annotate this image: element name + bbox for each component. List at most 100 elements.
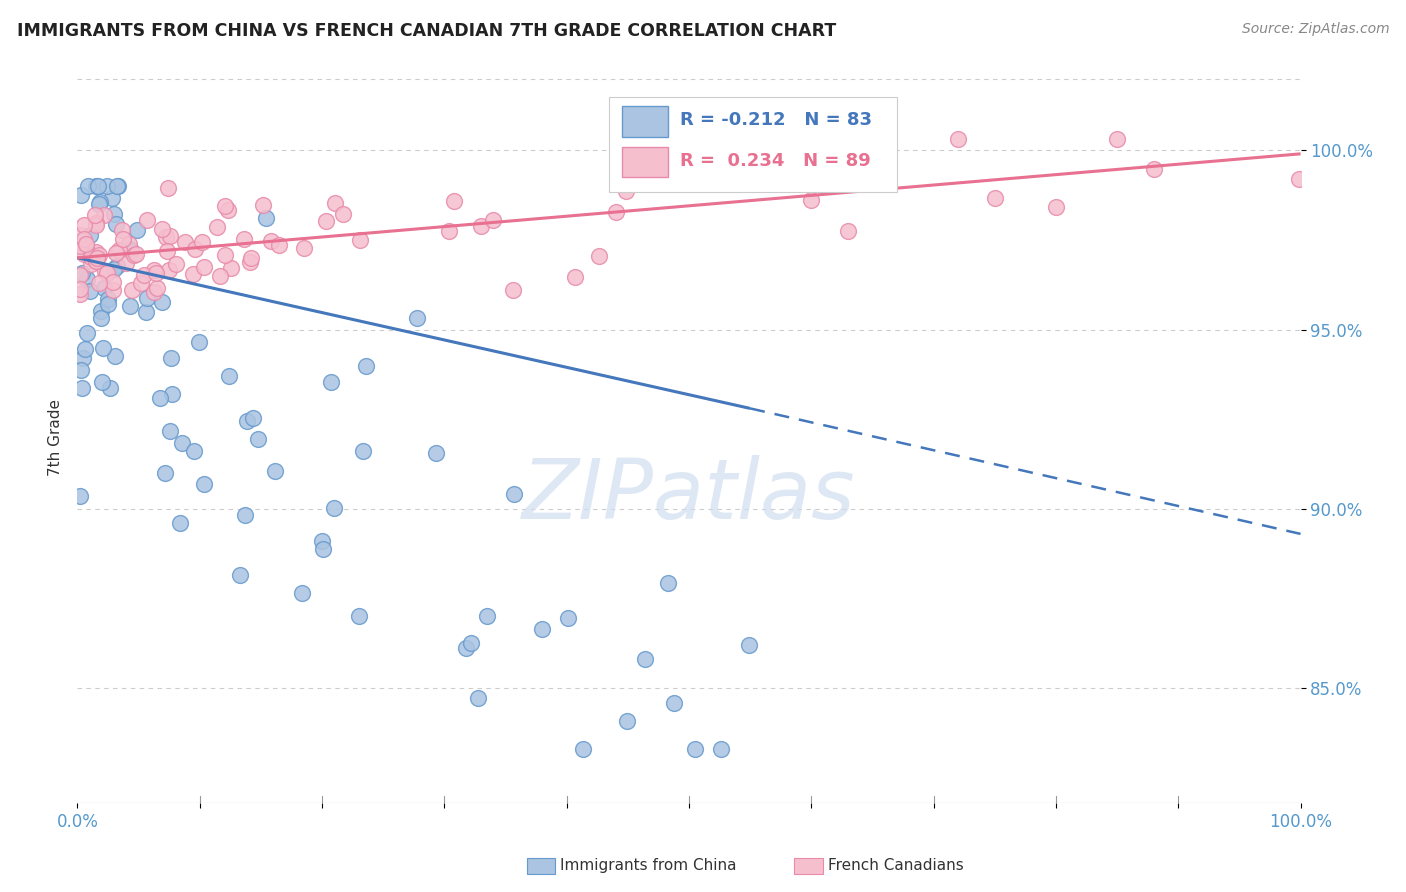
Text: French Canadians: French Canadians xyxy=(828,858,965,872)
Point xyxy=(105,179,128,194)
Point xyxy=(191,235,214,249)
Point xyxy=(135,305,157,319)
Point xyxy=(254,211,277,226)
Point xyxy=(169,516,191,530)
Point xyxy=(86,251,108,265)
Point xyxy=(84,254,107,268)
Point xyxy=(80,257,103,271)
Point xyxy=(80,250,103,264)
Point xyxy=(614,184,637,198)
Point xyxy=(531,622,554,636)
Point xyxy=(107,243,129,257)
Point xyxy=(662,697,685,711)
Point xyxy=(132,268,155,282)
Point xyxy=(181,267,204,281)
Point xyxy=(291,586,314,600)
Point xyxy=(72,351,94,365)
Point xyxy=(84,218,107,232)
Point xyxy=(86,253,108,268)
Point xyxy=(232,232,254,246)
Point xyxy=(84,216,107,230)
Point xyxy=(89,194,111,209)
Point xyxy=(70,381,93,395)
Text: R = -0.212   N = 83: R = -0.212 N = 83 xyxy=(681,112,872,129)
Point xyxy=(170,435,193,450)
Point xyxy=(242,410,264,425)
Point xyxy=(84,208,107,222)
Point xyxy=(107,179,129,194)
Point xyxy=(1143,161,1166,176)
Point xyxy=(150,294,173,309)
Point xyxy=(135,212,157,227)
Point xyxy=(125,223,148,237)
Point xyxy=(149,391,172,405)
Point xyxy=(160,386,183,401)
Point xyxy=(467,691,489,706)
Point xyxy=(105,246,128,260)
Point xyxy=(155,466,177,480)
Point xyxy=(564,269,586,284)
Point xyxy=(96,179,118,194)
Point xyxy=(111,232,134,246)
Point xyxy=(98,381,121,395)
Point xyxy=(97,293,120,307)
Text: Immigrants from China: Immigrants from China xyxy=(560,858,737,872)
Point xyxy=(160,351,183,365)
Point xyxy=(219,260,242,275)
Point xyxy=(214,248,236,262)
Point xyxy=(69,268,91,282)
Point xyxy=(145,266,167,280)
Point xyxy=(633,652,655,666)
Point xyxy=(557,611,579,625)
Point xyxy=(75,239,97,253)
Point xyxy=(91,341,114,355)
Point xyxy=(91,375,114,389)
Point xyxy=(292,241,315,255)
Point xyxy=(229,567,252,582)
Point xyxy=(354,359,377,374)
Point xyxy=(470,219,492,233)
Point xyxy=(120,244,142,259)
Point xyxy=(105,259,128,273)
Point xyxy=(264,463,287,477)
Point xyxy=(79,227,101,242)
Point xyxy=(1045,200,1067,214)
Point xyxy=(93,208,115,222)
Point xyxy=(352,443,374,458)
Point xyxy=(437,224,460,238)
Point xyxy=(111,223,134,237)
Point xyxy=(456,641,478,656)
Point xyxy=(208,268,231,283)
Point xyxy=(800,193,823,207)
Point xyxy=(321,376,343,390)
Point xyxy=(217,203,239,218)
Point xyxy=(142,263,165,277)
Point xyxy=(214,199,236,213)
Point xyxy=(96,266,118,280)
Point xyxy=(165,257,187,271)
Point xyxy=(90,304,112,318)
Point xyxy=(475,608,498,623)
FancyBboxPatch shape xyxy=(621,106,668,137)
Point xyxy=(323,501,346,516)
Point xyxy=(616,714,638,728)
Point xyxy=(239,255,262,269)
Point xyxy=(69,228,91,243)
Point xyxy=(87,197,110,211)
Point xyxy=(94,263,117,277)
Point xyxy=(87,248,110,262)
Point xyxy=(588,249,610,263)
Point xyxy=(657,575,679,590)
FancyBboxPatch shape xyxy=(609,97,897,192)
Point xyxy=(502,486,524,500)
Point xyxy=(150,222,173,236)
Point xyxy=(837,224,859,238)
Text: R =  0.234   N = 89: R = 0.234 N = 89 xyxy=(681,152,872,169)
Point xyxy=(193,477,215,491)
Point xyxy=(159,424,181,438)
Point xyxy=(605,205,627,219)
Point xyxy=(120,242,142,256)
Point xyxy=(84,179,107,194)
Point xyxy=(69,188,91,202)
Point xyxy=(349,233,371,247)
